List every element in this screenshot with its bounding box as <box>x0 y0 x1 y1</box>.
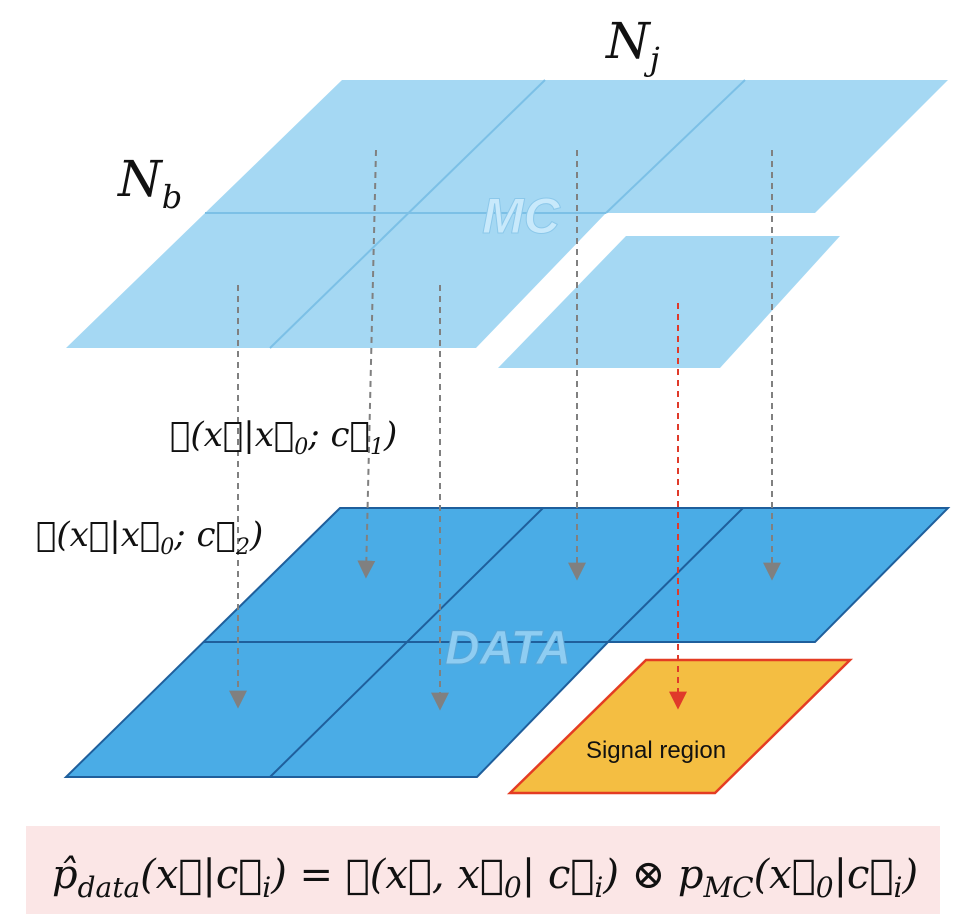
formula: p̂data(x⃗|c⃗i) = 𝒯(x⃗, x⃗0| c⃗i) ⊗ pMC(x… <box>52 852 918 904</box>
transfer-label-c2: 𝒯(x⃗|x⃗0; c⃗2) <box>36 515 263 560</box>
n-b-label: Nb <box>117 150 182 216</box>
n-j-label: Nj <box>605 12 660 78</box>
transfer-arrows <box>229 149 781 711</box>
signal-region: Signal region <box>506 658 854 795</box>
mc-label: MC <box>482 188 561 244</box>
mc-grid-line <box>605 79 746 214</box>
formula-background <box>26 826 940 914</box>
data-plane <box>63 507 951 778</box>
mc-plane-signal-cell <box>498 236 840 368</box>
signal-region-cell <box>506 658 854 795</box>
signal-region-label: Signal region <box>586 737 726 764</box>
data-grid-line <box>607 507 744 643</box>
data-label: DATA <box>445 622 571 675</box>
mc-plane <box>66 79 948 368</box>
transfer-arrow <box>357 149 377 579</box>
transfer-label-c1: 𝒯(x⃗|x⃗0; c⃗1) <box>170 415 397 460</box>
